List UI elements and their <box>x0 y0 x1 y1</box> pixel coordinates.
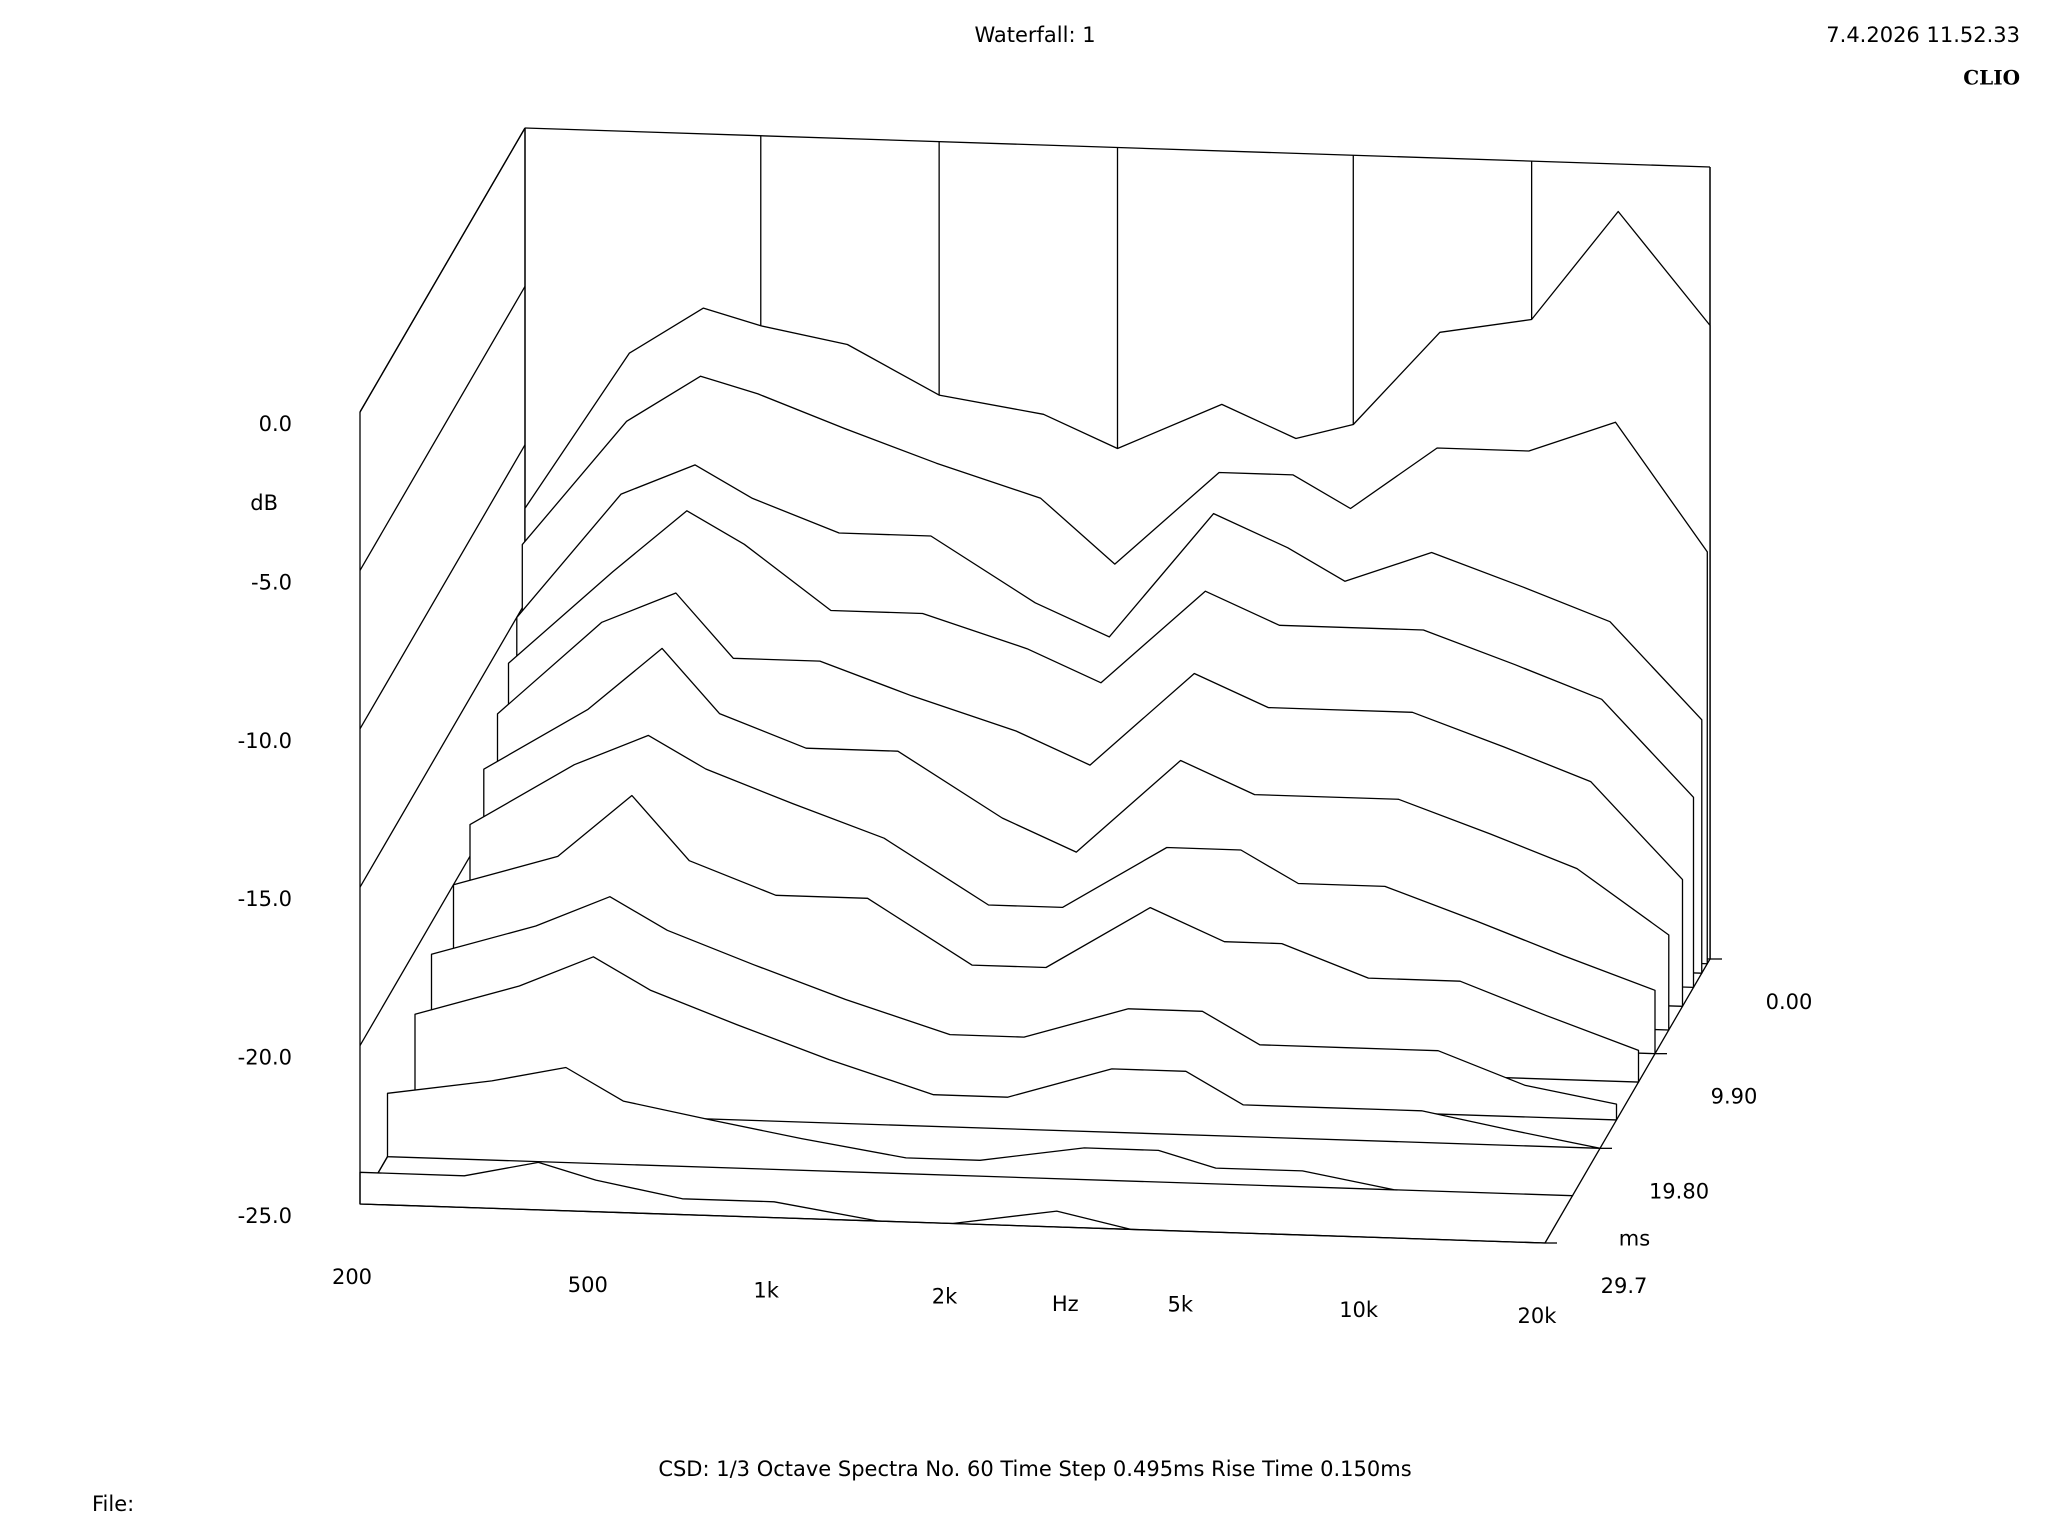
footer: CSD: 1/3 Octave Spectra No. 60 Time Step… <box>658 1457 1411 1481</box>
grid-line <box>359 286 526 571</box>
x-tick-label: 1k <box>753 1279 779 1303</box>
z-tick-label: 0.00 <box>1766 990 1813 1014</box>
z-axis-label: ms <box>1619 1227 1650 1251</box>
x-tick-label: 2k <box>932 1285 958 1309</box>
chart-title: Waterfall: 1 <box>974 23 1095 47</box>
y-tick-label: -25.0 <box>238 1204 292 1228</box>
spectrum-slice <box>414 956 1601 1149</box>
file-label: File: <box>92 1492 134 1516</box>
brand: CLIO <box>1963 66 2020 90</box>
x-tick-label: 10k <box>1339 1298 1379 1322</box>
grid-line <box>359 602 526 888</box>
y-tick-label: -15.0 <box>238 887 292 911</box>
x-axis-label: Hz <box>1052 1292 1079 1316</box>
y-tick-label: -5.0 <box>251 570 292 594</box>
frame-edge <box>1544 958 1711 1244</box>
grid-line <box>359 444 526 730</box>
z-tick-label: 29.7 <box>1601 1274 1648 1298</box>
y-tick-label: -10.0 <box>238 729 292 753</box>
frame-edge <box>359 1203 1546 1244</box>
z-tick-label: 19.80 <box>1649 1179 1709 1203</box>
grid-line <box>359 127 526 413</box>
x-tick-label: 200 <box>332 1265 372 1289</box>
y-axis-label: dB <box>250 491 278 515</box>
z-tick-label: 9.90 <box>1711 1085 1758 1109</box>
x-tick-label: 500 <box>568 1273 608 1297</box>
x-tick-label: 5k <box>1168 1292 1194 1316</box>
x-tick-label: 20k <box>1518 1304 1558 1328</box>
spectrum-slice <box>386 1066 1574 1197</box>
timestamp: 7.4.2026 11.52.33 <box>1826 23 2020 47</box>
y-tick-label: -20.0 <box>238 1046 292 1070</box>
y-tick-label: 0.0 <box>259 412 292 436</box>
